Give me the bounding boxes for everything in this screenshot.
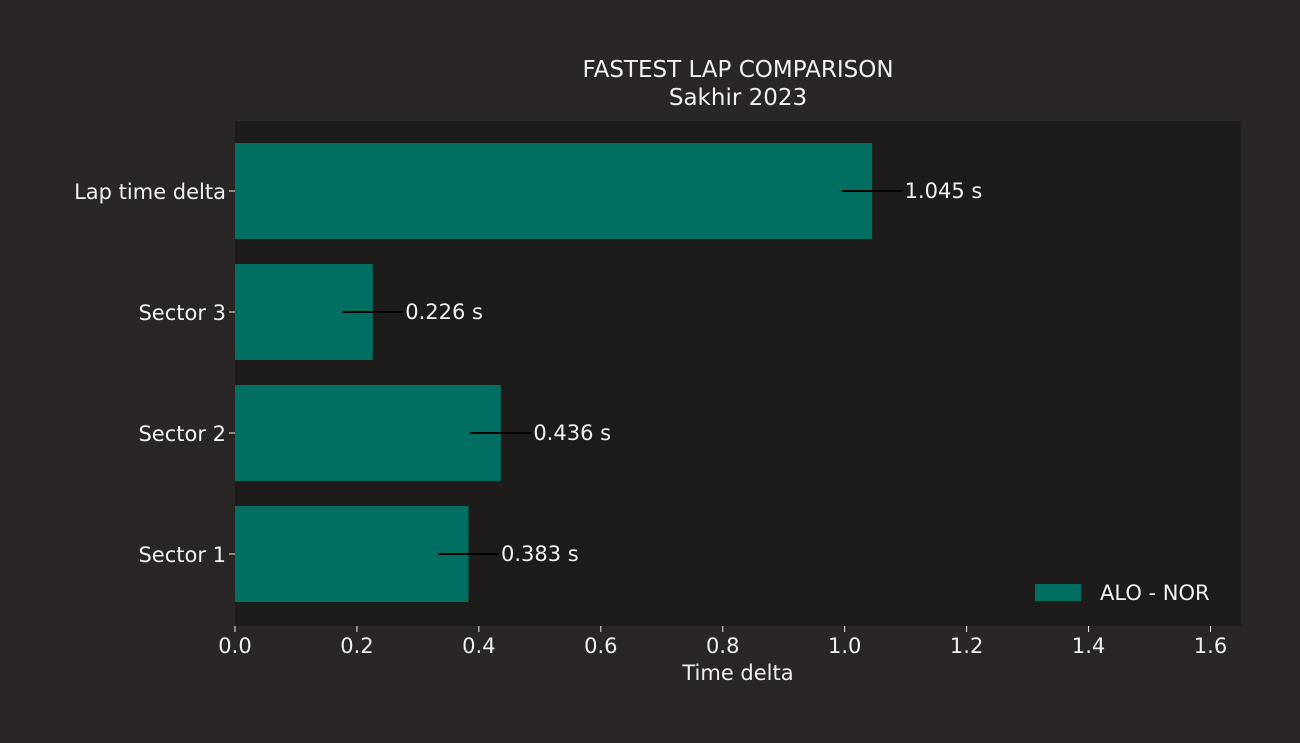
- bar: [235, 506, 469, 602]
- bar: [235, 143, 873, 239]
- y-tick-label: Sector 1: [138, 543, 226, 567]
- x-tick-label: 1.0: [828, 634, 861, 658]
- bar-value-label: 0.383 s: [501, 542, 579, 566]
- bar-value-label: 0.436 s: [533, 421, 611, 445]
- legend: ALO - NOR: [1035, 581, 1210, 605]
- y-tick-label: Sector 3: [138, 301, 226, 325]
- bars-group: [235, 143, 873, 602]
- x-tick-label: 0.4: [462, 634, 495, 658]
- bar-labels-group: 1.045 s 0.226 s 0.436 s 0.383 s: [405, 179, 982, 566]
- bar: [235, 385, 501, 481]
- x-tick-label: 0.2: [340, 634, 373, 658]
- legend-label: ALO - NOR: [1100, 581, 1210, 605]
- y-tick-label: Sector 2: [138, 422, 226, 446]
- x-tick-label: 0.0: [218, 634, 251, 658]
- error-bars-group: [342, 190, 903, 555]
- y-tick-label: Lap time delta: [74, 180, 226, 204]
- chart-subtitle: Sakhir 2023: [669, 85, 807, 111]
- x-tick-label: 1.2: [950, 634, 983, 658]
- x-tick-label: 0.6: [584, 634, 617, 658]
- x-tick-label: 0.8: [706, 634, 739, 658]
- bar-value-label: 0.226 s: [405, 300, 483, 324]
- x-tick-label: 1.6: [1194, 634, 1227, 658]
- x-tick-label: 1.4: [1072, 634, 1105, 658]
- legend-swatch: [1035, 584, 1081, 601]
- bar-value-label: 1.045 s: [905, 179, 983, 203]
- x-axis: 0.0 0.2 0.4 0.6 0.8 1.0 1.2 1.4 1.6: [218, 626, 1227, 658]
- chart-title: FASTEST LAP COMPARISON: [582, 57, 893, 83]
- x-axis-label: Time delta: [681, 661, 793, 685]
- y-axis: Lap time delta Sector 3 Sector 2 Sector 1: [74, 180, 235, 567]
